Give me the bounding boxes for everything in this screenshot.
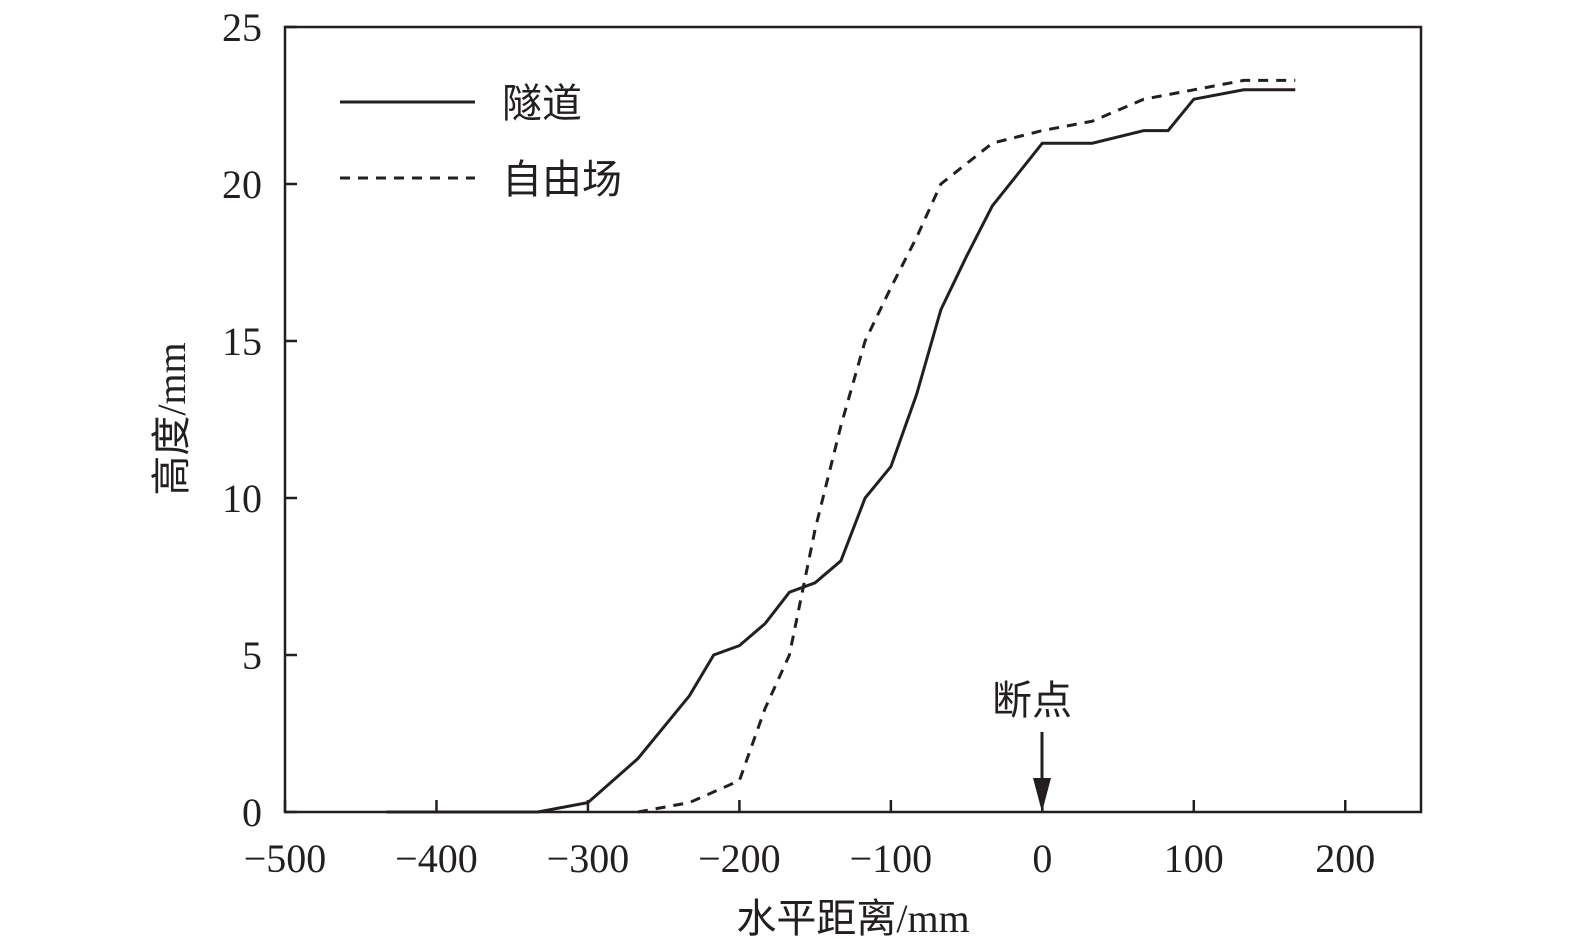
y-tick-label: 0 bbox=[242, 790, 262, 835]
x-tick-label: 200 bbox=[1315, 836, 1375, 881]
free-field-series-line bbox=[637, 78, 1296, 814]
breakpoint-label: 断点 bbox=[992, 678, 1072, 723]
series-layer bbox=[386, 78, 1296, 814]
legend: 隧道 自由场 bbox=[340, 81, 622, 202]
y-tick-label: 25 bbox=[222, 5, 262, 50]
x-axis: −500 −400 −300 −200 −100 0 100 200 bbox=[244, 800, 1375, 881]
tunnel-series-line bbox=[386, 88, 1296, 814]
breakpoint-arrow-head bbox=[1033, 778, 1051, 812]
legend-label-tunnel: 隧道 bbox=[502, 81, 582, 126]
x-axis-title: 水平距离/mm bbox=[736, 896, 969, 941]
x-tick-label: −400 bbox=[395, 836, 478, 881]
y-tick-label: 5 bbox=[242, 633, 262, 678]
y-tick-label: 10 bbox=[222, 476, 262, 521]
y-axis-title: 高度/mm bbox=[149, 342, 194, 495]
x-tick-label: −500 bbox=[244, 836, 327, 881]
x-tick-label: −100 bbox=[850, 836, 933, 881]
y-axis: 0 5 10 15 20 25 bbox=[222, 5, 297, 835]
legend-label-free-field: 自由场 bbox=[502, 157, 622, 202]
breakpoint-annotation: 断点 bbox=[992, 678, 1072, 812]
x-tick-label: 0 bbox=[1032, 836, 1052, 881]
y-tick-label: 15 bbox=[222, 319, 262, 364]
x-tick-label: −200 bbox=[698, 836, 781, 881]
x-tick-label: −300 bbox=[547, 836, 630, 881]
plot-frame bbox=[283, 25, 1423, 814]
x-tick-label: 100 bbox=[1164, 836, 1224, 881]
y-tick-label: 20 bbox=[222, 162, 262, 207]
